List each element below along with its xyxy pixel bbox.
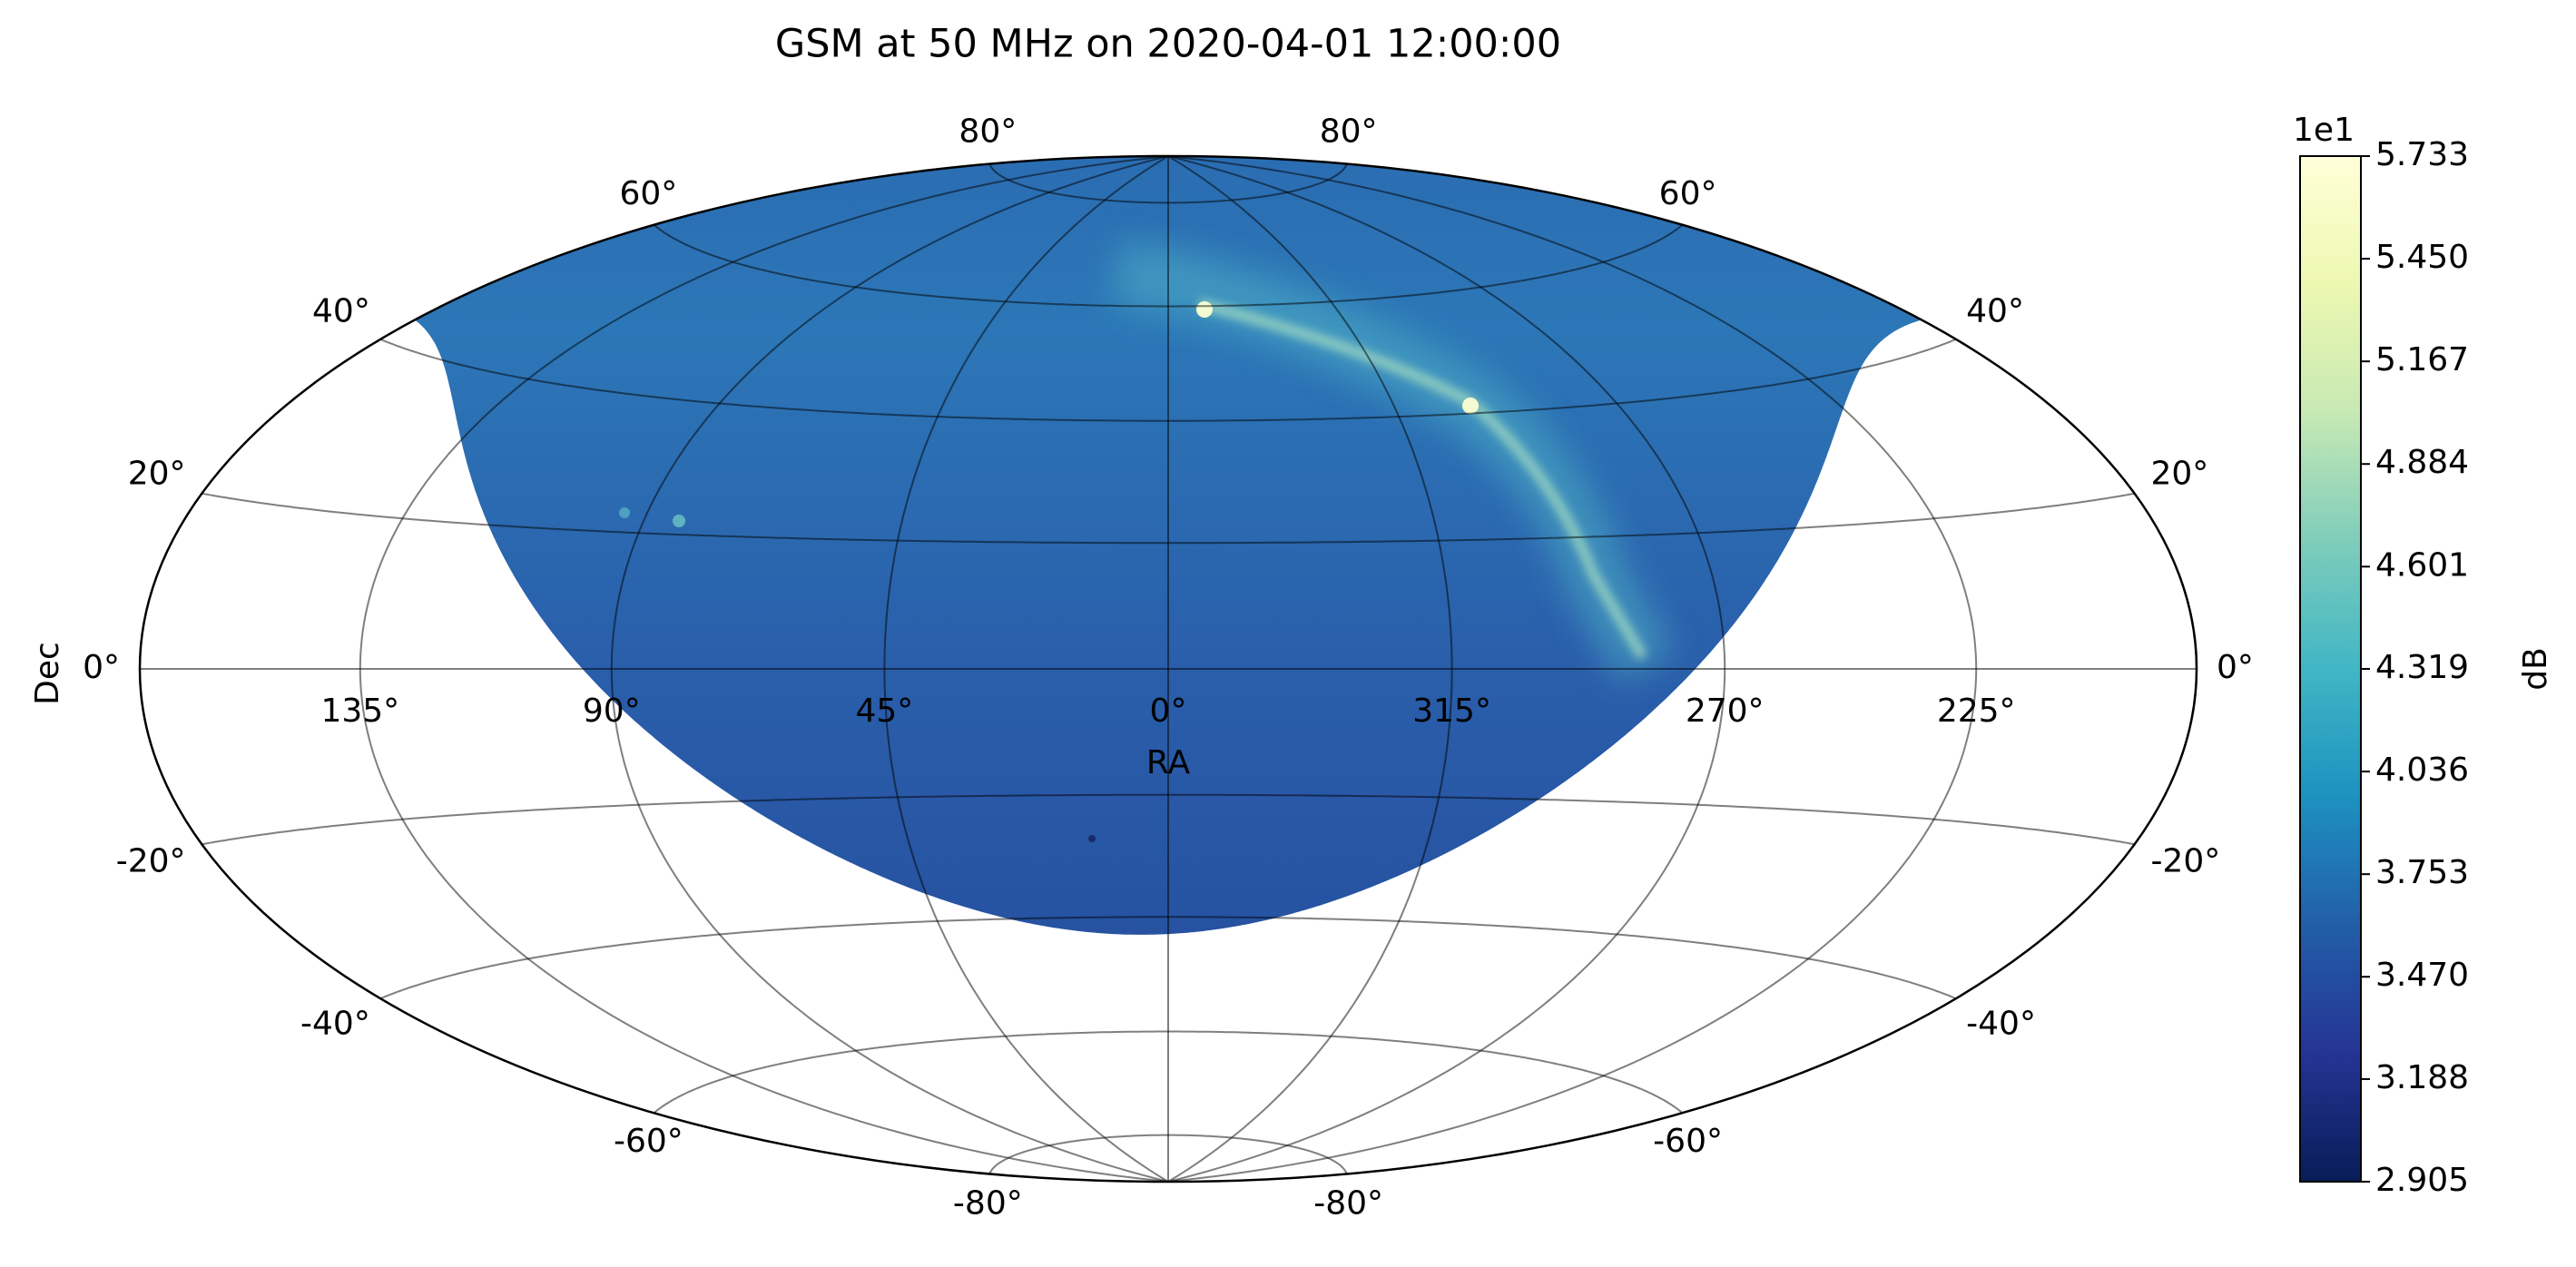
y-tick-label: -80° (1313, 1184, 1383, 1222)
y-tick-label: -20° (116, 842, 186, 879)
parallel-grid-line (988, 163, 1348, 204)
x-tick-label: 90° (583, 692, 641, 730)
x-tick-label: 315° (1412, 692, 1491, 730)
parallel-grid-line (653, 1030, 1684, 1115)
y-tick-label: -60° (614, 1123, 683, 1160)
y-tick-label: -60° (1653, 1123, 1723, 1160)
colorbar-label: dB (2517, 647, 2554, 691)
parallel-grid-line (653, 223, 1684, 308)
y-tick-label: -80° (953, 1184, 1023, 1222)
y-tick-label: 80° (1320, 113, 1378, 151)
y-tick-label: 40° (312, 293, 370, 330)
colorbar-tick-label: 5.167 (2375, 341, 2469, 378)
x-tick-label: 225° (1937, 692, 2016, 730)
colorbar-offset: 1e1 (2293, 112, 2355, 149)
y-tick-label: -40° (1966, 1005, 2036, 1042)
grid (140, 155, 2197, 1183)
parallel-grid-line (202, 793, 2135, 846)
parallel-grid-line (379, 338, 1957, 422)
y-tick-label: 20° (128, 456, 186, 493)
y-tick-label: 60° (1659, 175, 1717, 212)
colorbar-gradient (2300, 156, 2361, 1182)
y-tick-label: -20° (2150, 842, 2220, 879)
colorbar-tick-label: 5.450 (2375, 239, 2469, 276)
chart-title: GSM at 50 MHz on 2020-04-01 12:00:00 (775, 22, 1561, 67)
colorbar: 1e1 dB 2.905 3.188 3.470 3.753 4.036 4.319 4.6… (2293, 112, 2554, 1199)
y-tick-label: 80° (959, 113, 1017, 151)
x-axis-label: RA (1146, 744, 1191, 781)
colorbar-tick-label: 4.036 (2375, 751, 2469, 789)
colorbar-tick-label: 3.753 (2375, 854, 2469, 891)
parallel-grid-line (379, 916, 1957, 1000)
colorbar-tick-label: 3.188 (2375, 1059, 2469, 1096)
colorbar-tick-label: 3.470 (2375, 957, 2469, 994)
colorbar-tick-label: 4.884 (2375, 444, 2469, 481)
y-tick-label: 40° (1966, 293, 2024, 330)
colorbar-tick-label: 4.601 (2375, 546, 2469, 584)
x-tick-label: 135° (320, 692, 399, 730)
y-axis-label: Dec (29, 642, 66, 705)
y-tick-label: 0° (83, 649, 120, 686)
y-tick-label: 60° (620, 175, 678, 212)
y-tick-label: 20° (2150, 456, 2208, 493)
parallel-grid-line (988, 1134, 1348, 1174)
y-tick-label: 0° (2217, 649, 2254, 686)
map-frame (138, 154, 2198, 1184)
x-tick-label: 0° (1150, 692, 1187, 730)
parallel-grid-line (202, 492, 2135, 545)
x-tick-label: 270° (1686, 692, 1765, 730)
colorbar-tick-label: 5.733 (2375, 136, 2469, 173)
colorbar-tick-label: 4.319 (2375, 649, 2469, 686)
x-tick-label: 45° (855, 692, 913, 730)
y-tick-label: -40° (300, 1005, 370, 1042)
sky-emission (619, 241, 1676, 842)
colorbar-tick-label: 2.905 (2375, 1162, 2469, 1199)
